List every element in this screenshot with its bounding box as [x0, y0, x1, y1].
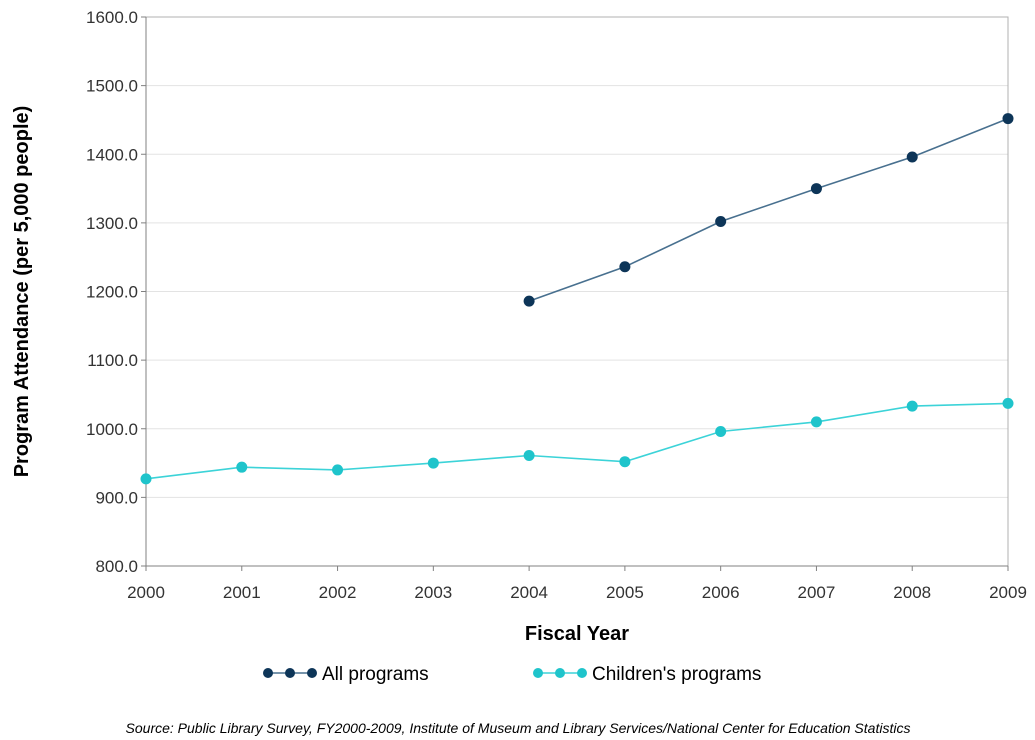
x-axis-title: Fiscal Year: [525, 623, 629, 645]
data-point: [523, 295, 535, 307]
x-tick-label: 2001: [223, 583, 261, 602]
series-line: [145, 402, 1009, 480]
y-axis: 800.0 900.0 1000.0 1100.0 1200.0 1300.0 1400.0…: [86, 8, 147, 576]
x-tick-label: 2005: [606, 583, 644, 602]
legend-swatch-marker: [555, 668, 565, 678]
data-point: [332, 464, 344, 476]
series-all-programs: [523, 113, 1014, 307]
legend-item: All programs: [263, 664, 429, 685]
series-childrens-programs: [140, 397, 1014, 485]
y-tick-label: 1500.0: [86, 77, 138, 96]
data-point: [715, 216, 727, 228]
data-point: [906, 151, 918, 163]
legend-swatch-marker: [307, 668, 317, 678]
data-point: [906, 400, 918, 412]
data-point: [619, 456, 631, 468]
legend-label: Children's programs: [592, 664, 761, 685]
y-axis-title: Program Attendance (per 5,000 people): [11, 106, 33, 478]
data-point: [810, 416, 822, 428]
legend-item: Children's programs: [533, 664, 761, 685]
data-point: [427, 457, 439, 469]
x-tick-label: 2008: [893, 583, 931, 602]
data-point: [715, 425, 727, 437]
x-tick-label: 2006: [702, 583, 740, 602]
x-tick-label: 2002: [319, 583, 357, 602]
legend: All programs Children's programs: [263, 664, 761, 685]
x-tick-label: 2000: [127, 583, 165, 602]
data-point: [619, 261, 631, 273]
x-tick-label: 2009: [989, 583, 1027, 602]
data-point: [140, 473, 152, 485]
series: [140, 113, 1014, 485]
y-tick-label: 1600.0: [86, 8, 138, 27]
legend-swatch-marker: [577, 668, 587, 678]
x-axis: 2000 2001 2002 2003 2004 2005 2006 2007 2008 2009: [127, 565, 1027, 602]
y-tick-label: 900.0: [95, 488, 138, 507]
y-tick-label: 800.0: [95, 557, 138, 576]
x-tick-label: 2007: [798, 583, 836, 602]
data-point: [523, 450, 535, 462]
x-tick-label: 2004: [510, 583, 548, 602]
data-point: [810, 183, 822, 195]
y-tick-label: 1000.0: [86, 420, 138, 439]
series-line: [528, 117, 1009, 302]
x-tick-label: 2003: [414, 583, 452, 602]
source-note: Source: Public Library Survey, FY2000-20…: [126, 720, 911, 736]
data-point: [1002, 397, 1014, 409]
legend-swatch-marker: [263, 668, 273, 678]
legend-label: All programs: [322, 664, 429, 685]
y-tick-label: 1400.0: [86, 145, 138, 164]
gridlines: [146, 16, 1008, 498]
y-tick-label: 1200.0: [86, 283, 138, 302]
y-tick-label: 1100.0: [87, 351, 138, 370]
legend-swatch-marker: [533, 668, 543, 678]
data-point: [236, 461, 248, 473]
legend-swatch-marker: [285, 668, 295, 678]
data-point: [1002, 113, 1014, 125]
y-tick-label: 1300.0: [86, 214, 138, 233]
